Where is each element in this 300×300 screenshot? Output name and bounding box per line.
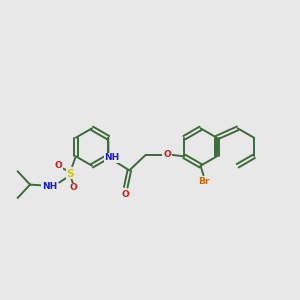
Text: O: O [163,150,171,159]
Text: O: O [54,161,62,170]
Text: NH: NH [104,153,120,162]
Text: S: S [67,169,74,178]
Text: O: O [70,183,77,192]
Text: O: O [122,190,130,199]
Text: Br: Br [198,177,210,186]
Text: NH: NH [42,182,57,190]
